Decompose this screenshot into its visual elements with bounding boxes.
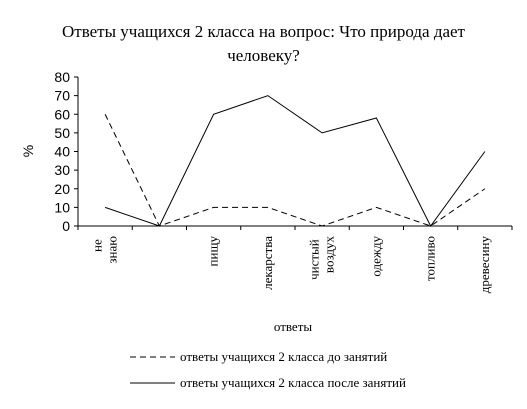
- legend-label: ответы учащихся 2 класса до занятий: [180, 349, 387, 364]
- x-tick-label: древесину: [477, 236, 492, 294]
- y-tick-label: 0: [62, 218, 70, 234]
- y-tick-label: 30: [54, 162, 70, 178]
- y-tick-label: 60: [54, 106, 70, 122]
- legend-label: ответы учащихся 2 класса после занятий: [180, 375, 406, 390]
- y-tick-label: 20: [54, 181, 70, 197]
- y-tick-label: 10: [54, 199, 70, 215]
- x-axis-label: ответы: [274, 319, 313, 334]
- x-tick-label: не знаю: [90, 236, 120, 264]
- y-tick-label: 40: [54, 144, 70, 160]
- y-tick-label: 80: [54, 69, 70, 85]
- y-tick-label: 50: [54, 125, 70, 141]
- chart-title: Ответы учащихся 2 класса на вопрос: Что …: [62, 22, 465, 65]
- x-tick-label: пищу: [206, 236, 221, 267]
- y-axis-label: %: [20, 145, 36, 157]
- line-series: [104, 95, 486, 227]
- x-tick-label: чистый воздух: [307, 236, 337, 280]
- y-tick-label: 70: [54, 88, 70, 104]
- line-series: [104, 114, 486, 227]
- x-tick-label: одежду: [368, 236, 383, 277]
- x-tick-label: топливо: [423, 236, 438, 281]
- x-tick-label: лекарства: [260, 236, 275, 290]
